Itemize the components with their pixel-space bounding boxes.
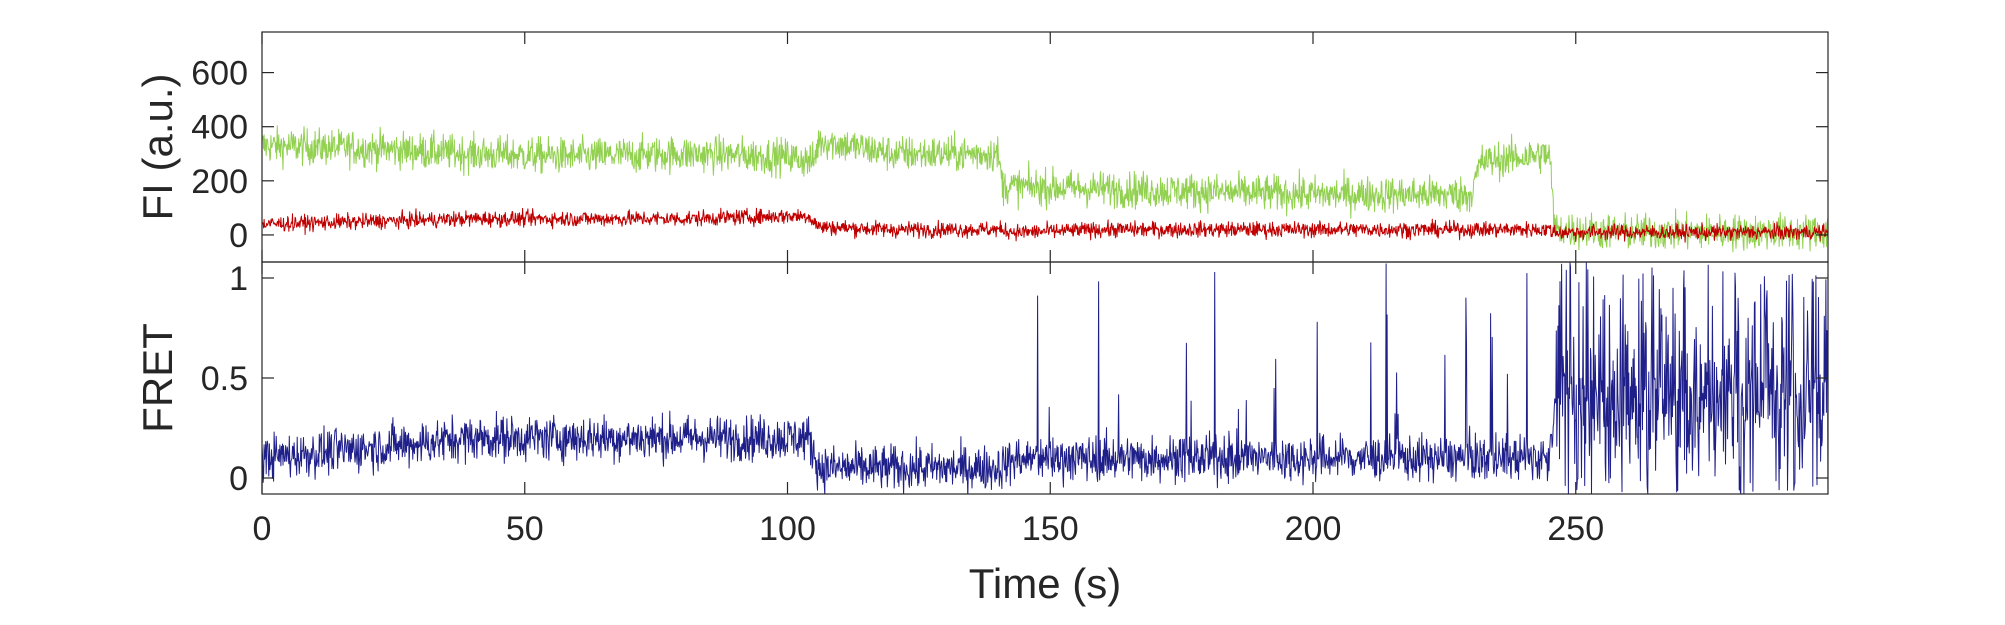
time-x-tick-label: 0	[253, 510, 272, 548]
time-x-tick-label: 100	[759, 510, 816, 548]
fluorescence-panel: 0 200 400 600 FI (a.u.)	[134, 31, 1829, 263]
fluorescence-y-axis-label: FI (a.u.)	[134, 73, 181, 220]
time-x-tick-label: 200	[1285, 510, 1342, 548]
fret-y-ticks: 00.51	[201, 260, 1828, 498]
fret-y-tick-label: 0	[229, 460, 248, 498]
fluorescence-y-tick-label: 600	[191, 55, 248, 93]
fret-panel: 00.51 0 50 100 150 200 250 FRET Time (s)	[134, 260, 1829, 607]
fluorescence-y-tick-label: 0	[229, 217, 248, 255]
fluorescence-series-1-line	[262, 207, 1828, 243]
fluorescence-y-tick-label: 400	[191, 109, 248, 147]
fret-series-0-line	[262, 262, 1828, 494]
fret-y-axis-label: FRET	[134, 323, 181, 433]
fret-y-tick-label: 1	[229, 260, 248, 298]
fluorescence-traces	[262, 125, 1828, 253]
time-x-tick-label: 50	[506, 510, 544, 548]
time-x-tick-label: 250	[1547, 510, 1604, 548]
fret-y-tick-label: 0.5	[201, 360, 248, 398]
fret-traces	[262, 262, 1828, 494]
time-x-tick-label: 150	[1022, 510, 1079, 548]
fluorescence-y-ticks: 0 200 400 600	[191, 32, 1828, 262]
time-x-ticks: 0 50 100 150 200 250	[253, 262, 1604, 548]
fluorescence-y-tick-label: 200	[191, 163, 248, 201]
time-x-axis-label: Time (s)	[969, 560, 1121, 607]
